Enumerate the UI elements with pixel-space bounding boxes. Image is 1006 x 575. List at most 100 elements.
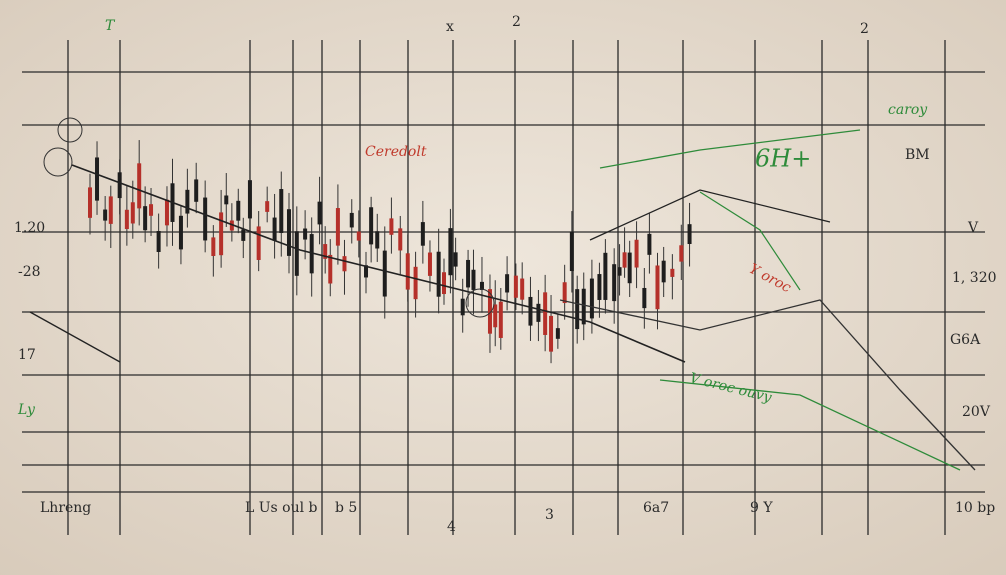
candle-body: [164, 199, 169, 226]
candle-body: [647, 233, 652, 255]
candle-body: [137, 163, 142, 209]
candle-body: [265, 201, 270, 212]
candle-body: [241, 229, 246, 241]
candle-body: [211, 237, 216, 256]
trend-line: [71, 164, 686, 363]
grid: [22, 40, 985, 535]
candle-body: [555, 328, 560, 339]
candle-body: [670, 268, 675, 277]
candle-body: [194, 179, 199, 202]
candle-body: [589, 278, 594, 319]
candles: [88, 140, 692, 364]
candle-body: [441, 272, 446, 295]
candle-body: [493, 304, 498, 328]
candle-body: [185, 189, 190, 214]
circle-mark: [57, 117, 83, 143]
candle-body: [617, 267, 622, 276]
right-label: G6A: [950, 332, 981, 348]
candle-body: [382, 250, 387, 297]
bottom-label: Lhreng: [40, 500, 91, 516]
annotation: 6H+: [755, 145, 811, 173]
candle-body: [328, 254, 333, 284]
top-label: x: [446, 19, 454, 35]
candle-body: [294, 231, 299, 276]
candle-body: [236, 200, 241, 221]
candle-body: [103, 209, 108, 221]
left-label: Ly: [17, 402, 36, 418]
candle-body: [466, 259, 471, 288]
top-label: 2: [512, 14, 521, 30]
candle-body: [286, 209, 291, 256]
bottom-label: L Us oul b: [245, 500, 318, 516]
candle-body: [627, 252, 632, 284]
candle-body: [303, 228, 308, 240]
bottom-label: 4: [447, 519, 456, 535]
annotation: BM: [905, 147, 930, 163]
candle-body: [364, 265, 369, 278]
candle-body: [130, 202, 135, 224]
candle-body: [149, 204, 154, 216]
candle-body: [479, 281, 484, 291]
candle-body: [612, 264, 617, 302]
top-label: T: [105, 18, 116, 34]
green-stroke: [599, 129, 861, 169]
candle-body: [279, 189, 284, 234]
candle-body: [124, 209, 129, 230]
trend-line: [29, 311, 121, 363]
candle-body: [436, 251, 441, 297]
candle-body: [634, 239, 639, 268]
candle-body: [224, 195, 229, 205]
candle-body: [597, 274, 602, 300]
candle-body: [229, 220, 234, 231]
candle-body: [622, 252, 627, 268]
candle-body: [342, 256, 347, 272]
candle-body: [317, 201, 322, 225]
candle-body: [575, 289, 580, 330]
candle-body: [513, 275, 518, 298]
green-stroke: [659, 379, 961, 471]
circle-mark: [43, 147, 73, 177]
top-label: 2: [860, 21, 869, 37]
candle-body: [427, 252, 432, 276]
candle-body: [389, 218, 394, 235]
candle-body: [420, 222, 425, 246]
candle-body: [256, 226, 261, 260]
trend-line: [589, 189, 831, 241]
candle-body: [219, 212, 224, 256]
left-label: 1.20: [14, 220, 45, 236]
candle-body: [679, 245, 684, 262]
right-label: 20V: [962, 404, 991, 420]
candle-body: [413, 266, 418, 300]
candle-body: [453, 252, 458, 267]
candle-body: [505, 274, 510, 293]
candle-body: [498, 301, 503, 338]
candle-body: [603, 252, 608, 300]
candle-body: [143, 206, 148, 231]
bottom-label: 3: [545, 507, 554, 523]
candle-body: [88, 187, 92, 218]
candle-body: [369, 207, 374, 245]
candle-body: [460, 298, 465, 316]
candle-body: [528, 296, 533, 326]
candle-body: [247, 180, 252, 219]
candle-body: [661, 260, 666, 283]
candle-body: [471, 269, 476, 290]
candle-body: [687, 224, 692, 244]
right-label: 1, 320: [952, 270, 997, 286]
annotation: Ceredolt: [365, 144, 427, 160]
candle-body: [562, 282, 567, 304]
candle-body: [203, 197, 208, 241]
bottom-label: b 5: [335, 500, 357, 516]
bottom-label: 10 bp: [955, 500, 995, 516]
candle-body: [569, 231, 574, 272]
candle-body: [655, 265, 660, 310]
candle-body: [520, 278, 525, 300]
bottom-label: 9 Y: [750, 500, 773, 516]
candle-body: [405, 253, 410, 290]
candle-body: [117, 172, 122, 199]
candle-body: [549, 315, 554, 352]
candle-body: [581, 288, 586, 325]
candle-body: [156, 230, 161, 252]
